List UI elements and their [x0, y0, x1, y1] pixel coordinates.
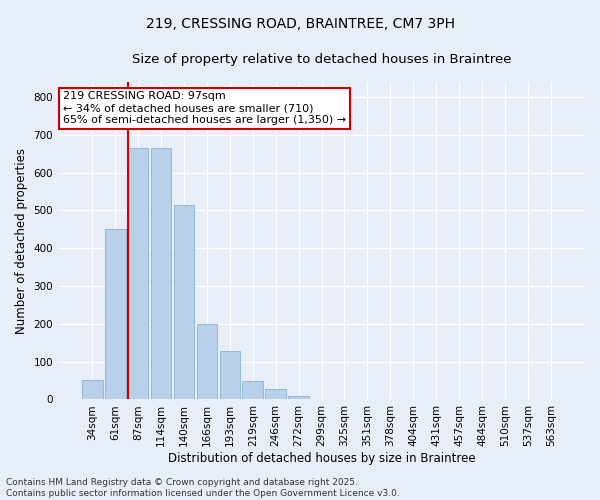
- Bar: [173, 205, 194, 400]
- Title: Size of property relative to detached houses in Braintree: Size of property relative to detached ho…: [132, 52, 511, 66]
- Bar: [105, 228, 125, 400]
- Bar: [311, 398, 332, 400]
- Y-axis label: Number of detached properties: Number of detached properties: [15, 148, 28, 334]
- Bar: [82, 380, 103, 400]
- Text: Contains HM Land Registry data © Crown copyright and database right 2025.
Contai: Contains HM Land Registry data © Crown c…: [6, 478, 400, 498]
- Bar: [265, 389, 286, 400]
- Bar: [128, 148, 148, 400]
- Bar: [242, 380, 263, 400]
- X-axis label: Distribution of detached houses by size in Braintree: Distribution of detached houses by size …: [168, 452, 475, 465]
- Text: 219, CRESSING ROAD, BRAINTREE, CM7 3PH: 219, CRESSING ROAD, BRAINTREE, CM7 3PH: [146, 18, 455, 32]
- Bar: [288, 396, 309, 400]
- Bar: [220, 352, 240, 400]
- Bar: [151, 148, 172, 400]
- Text: 219 CRESSING ROAD: 97sqm
← 34% of detached houses are smaller (710)
65% of semi-: 219 CRESSING ROAD: 97sqm ← 34% of detach…: [64, 92, 346, 124]
- Bar: [197, 324, 217, 400]
